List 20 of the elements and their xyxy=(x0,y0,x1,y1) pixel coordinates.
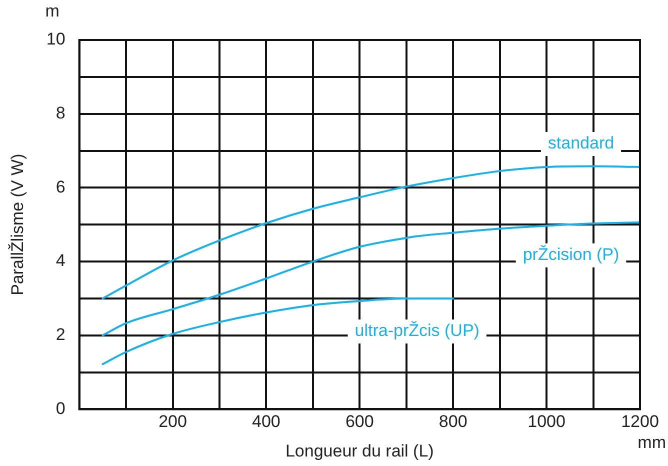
x-tick-label: 800 xyxy=(438,412,468,432)
y-tick-label: 2 xyxy=(56,325,66,344)
series-label: standard xyxy=(548,134,614,153)
y-tick-label: 0 xyxy=(56,398,66,418)
y-tick-label: 4 xyxy=(56,251,66,270)
x-tick-label: 200 xyxy=(158,412,187,432)
text: m xyxy=(45,2,60,21)
y-tick-label: 8 xyxy=(56,104,66,123)
y-axis-title: ParallŽlisme (V W) xyxy=(8,154,27,296)
y-tick-label: 10 xyxy=(46,30,66,49)
x-tick-label: 600 xyxy=(345,412,374,432)
series-label: ultra-prŽcis (UP) xyxy=(354,321,480,340)
x-tick-label: 1200 xyxy=(621,412,659,432)
line-series xyxy=(102,165,640,300)
text: mm xyxy=(638,432,666,452)
x-tick-label: 400 xyxy=(252,412,280,432)
x-axis-title: Longueur du rail (L) xyxy=(285,441,434,460)
x-tick-label: 1000 xyxy=(528,412,566,432)
y-tick-label: 6 xyxy=(56,177,66,196)
series-label: prŽcision (P) xyxy=(522,245,620,264)
